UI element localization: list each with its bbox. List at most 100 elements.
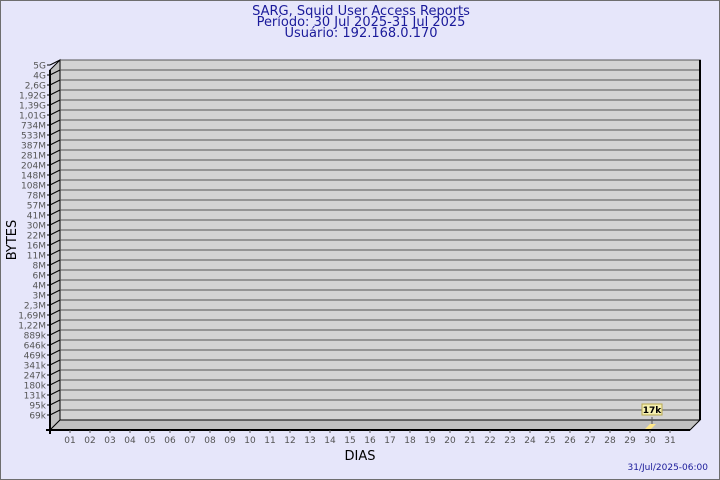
x-tick-label: 05 bbox=[144, 436, 155, 446]
y-tick-label: 281M bbox=[21, 152, 46, 162]
chart-title: SARG, Squid User Access Reports bbox=[252, 4, 470, 19]
y-tick-label: 3M bbox=[33, 292, 47, 302]
y-grid-connector bbox=[49, 399, 61, 406]
data-bar bbox=[645, 424, 656, 429]
x-axis-label: DIAS bbox=[345, 449, 376, 464]
y-grid-connector bbox=[49, 229, 61, 236]
x-tick-label: 22 bbox=[484, 436, 495, 446]
y-tick-label: 247k bbox=[24, 372, 47, 382]
y-grid-connector bbox=[49, 319, 61, 326]
x-tick-label: 19 bbox=[424, 436, 436, 446]
x-tick-label: 28 bbox=[604, 436, 616, 446]
y-grid-connector bbox=[49, 299, 61, 306]
x-tick-label: 10 bbox=[244, 436, 256, 446]
x-tick-label: 07 bbox=[184, 436, 195, 446]
y-axis-label: BYTES bbox=[5, 220, 20, 261]
y-grid-connector bbox=[49, 379, 61, 386]
x-tick-label: 29 bbox=[624, 436, 636, 446]
y-grid-connector bbox=[49, 369, 61, 376]
x-tick-label: 27 bbox=[584, 436, 595, 446]
x-tick-label: 31 bbox=[664, 436, 675, 446]
y-tick-label: 1,92G bbox=[19, 92, 46, 102]
y-tick-label: 108M bbox=[21, 182, 46, 192]
x-tick-label: 23 bbox=[504, 436, 515, 446]
y-grid-connector bbox=[49, 329, 61, 336]
x-tick-label: 25 bbox=[544, 436, 555, 446]
x-tick-label: 14 bbox=[324, 436, 336, 446]
x-tick-label: 04 bbox=[124, 436, 136, 446]
y-tick-label: 5G bbox=[33, 62, 46, 72]
y-grid-connector bbox=[49, 249, 61, 256]
x-tick-label: 30 bbox=[644, 436, 656, 446]
x-tick-label: 18 bbox=[404, 436, 416, 446]
y-grid-connector bbox=[49, 279, 61, 286]
y-grid-connector bbox=[49, 159, 61, 166]
y-tick-label: 387M bbox=[21, 142, 46, 152]
y-tick-label: 2,3M bbox=[24, 302, 46, 312]
x-tick-label: 17 bbox=[384, 436, 395, 446]
y-grid-connector bbox=[49, 309, 61, 316]
y-grid-connector bbox=[49, 179, 61, 186]
y-grid-connector bbox=[49, 209, 61, 216]
y-tick-label: 11M bbox=[27, 252, 46, 262]
x-tick-label: 24 bbox=[524, 436, 536, 446]
y-tick-label: 180k bbox=[24, 382, 47, 392]
y-grid-connector bbox=[49, 219, 61, 226]
y-tick-label: 1,22M bbox=[18, 322, 46, 332]
y-grid-connector bbox=[49, 129, 61, 136]
y-grid-connector bbox=[49, 59, 61, 66]
y-grid-connector bbox=[49, 189, 61, 196]
y-grid-connector bbox=[49, 69, 61, 76]
y-grid-connector bbox=[49, 139, 61, 146]
y-grid-connector bbox=[49, 259, 61, 266]
y-tick-label: 1,39G bbox=[19, 102, 46, 112]
y-grid-connector bbox=[49, 359, 61, 366]
y-tick-label: 148M bbox=[21, 172, 46, 182]
y-tick-label: 646k bbox=[24, 342, 47, 352]
y-tick-label: 95k bbox=[29, 402, 46, 412]
x-tick-label: 08 bbox=[204, 436, 216, 446]
y-tick-label: 69k bbox=[29, 412, 46, 422]
y-grid-connector bbox=[49, 199, 61, 206]
y-tick-label: 889k bbox=[24, 332, 47, 342]
y-tick-label: 1,01G bbox=[19, 112, 46, 122]
y-grid-connector bbox=[49, 349, 61, 356]
y-tick-label: 204M bbox=[21, 162, 46, 172]
y-tick-label: 78M bbox=[27, 192, 46, 202]
x-tick-label: 11 bbox=[264, 436, 275, 446]
y-grid-connector bbox=[49, 149, 61, 156]
chart-user: Usuário: 192.168.0.170 bbox=[284, 26, 438, 41]
x-tick-label: 02 bbox=[84, 436, 95, 446]
x-tick-label: 21 bbox=[464, 436, 475, 446]
y-grid-connector bbox=[49, 409, 61, 416]
y-tick-label: 22M bbox=[27, 232, 46, 242]
x-tick-label: 01 bbox=[64, 436, 75, 446]
y-tick-label: 469k bbox=[24, 352, 47, 362]
x-tick-label: 03 bbox=[104, 436, 115, 446]
y-grid-connector bbox=[49, 109, 61, 116]
y-tick-label: 2,6G bbox=[25, 82, 46, 92]
y-tick-label: 41M bbox=[27, 212, 46, 222]
y-grid-connector bbox=[49, 289, 61, 296]
y-grid-connector bbox=[49, 389, 61, 396]
x-tick-label: 06 bbox=[164, 436, 176, 446]
y-tick-label: 734M bbox=[21, 122, 46, 132]
y-tick-label: 341k bbox=[24, 362, 47, 372]
y-grid-connector bbox=[49, 239, 61, 246]
data-label: 17k bbox=[643, 406, 663, 416]
y-grid-connector bbox=[49, 119, 61, 126]
x-tick-label: 20 bbox=[444, 436, 456, 446]
y-grid-connector bbox=[49, 339, 61, 346]
y-tick-label: 57M bbox=[27, 202, 46, 212]
y-tick-label: 30M bbox=[27, 222, 46, 232]
y-tick-label: 1,69M bbox=[18, 312, 46, 322]
y-tick-label: 131k bbox=[24, 392, 47, 402]
y-grid-connector bbox=[49, 169, 61, 176]
y-tick-label: 16M bbox=[27, 242, 46, 252]
plot-floor bbox=[48, 419, 702, 431]
y-grid-connector bbox=[49, 269, 61, 276]
y-grid-connector bbox=[49, 89, 61, 96]
x-tick-label: 09 bbox=[224, 436, 236, 446]
x-tick-label: 15 bbox=[344, 436, 355, 446]
